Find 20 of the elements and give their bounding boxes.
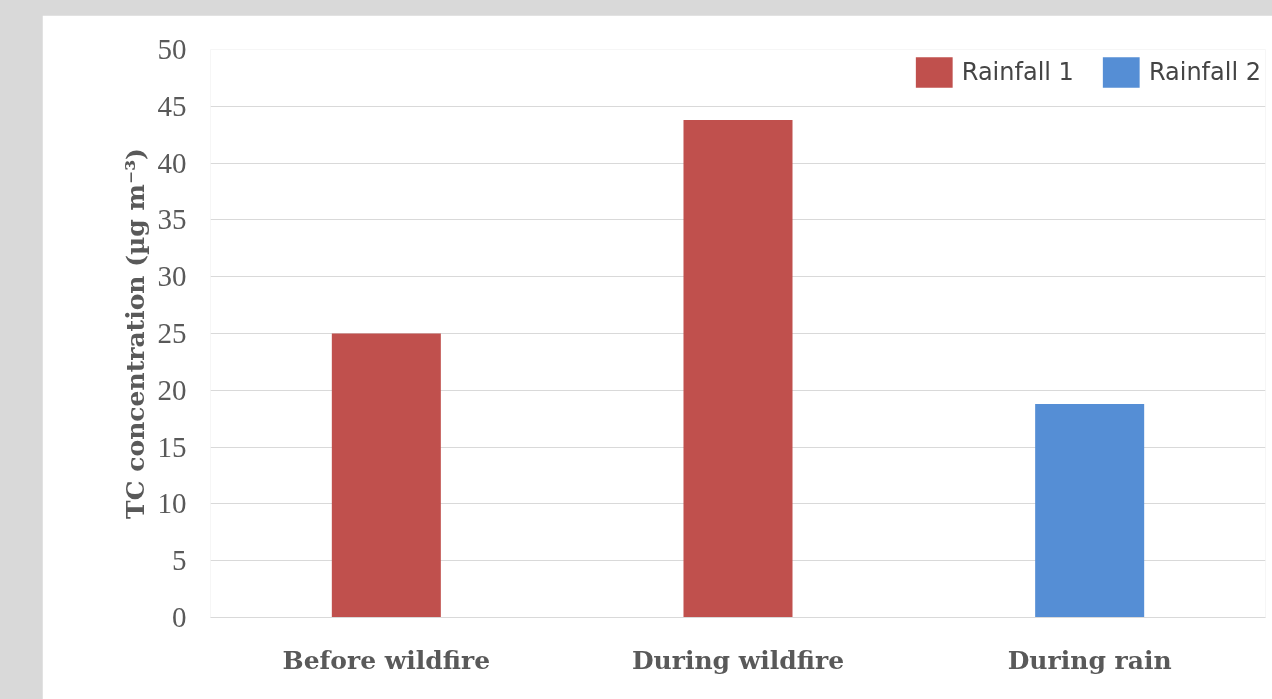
bar xyxy=(683,119,793,618)
y-tick-label: 15 xyxy=(157,430,187,463)
bar xyxy=(331,333,441,618)
y-tick-label: 10 xyxy=(157,487,187,520)
y-axis-title: TC concentration (µg m⁻³) xyxy=(120,148,150,519)
y-tick-label: 5 xyxy=(172,544,187,577)
y-tick-label: 0 xyxy=(172,601,187,633)
y-tick-label: 40 xyxy=(157,146,187,179)
legend-label: Rainfall 1 xyxy=(961,58,1074,86)
x-tick-label: During wildfire xyxy=(631,645,845,675)
y-tick-label: 30 xyxy=(157,260,187,293)
y-tick-label: 45 xyxy=(157,89,187,122)
x-tick-label: Before wildfire xyxy=(282,645,491,675)
y-tick-label: 35 xyxy=(157,203,187,236)
y-tick-label: 20 xyxy=(157,373,187,406)
y-tick-label: 25 xyxy=(157,317,187,349)
legend-label: Rainfall 2 xyxy=(1148,58,1261,86)
x-tick-label: During rain xyxy=(1007,645,1172,675)
y-tick-label: 50 xyxy=(157,33,187,65)
bar xyxy=(1035,403,1145,618)
